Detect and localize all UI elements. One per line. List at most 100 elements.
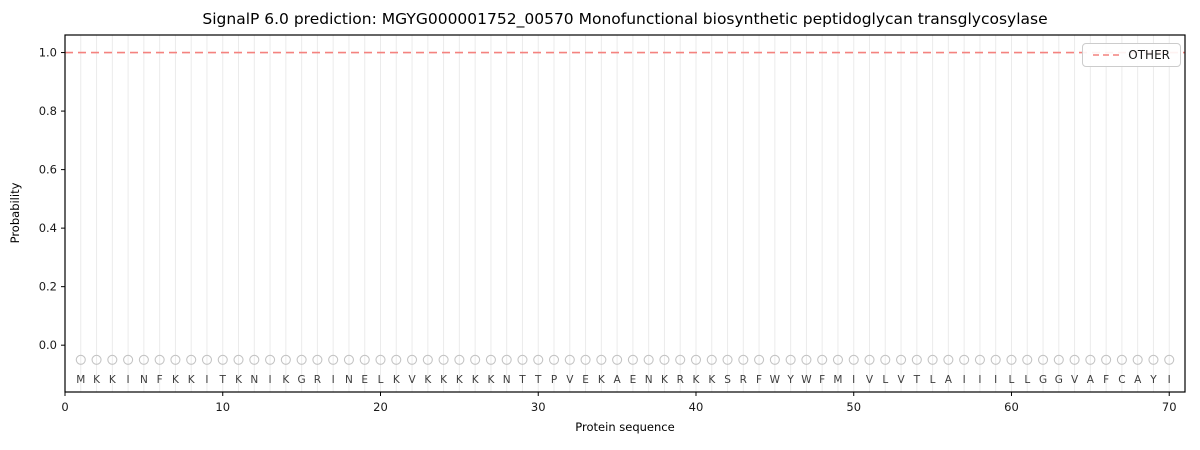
sequence-letter: I bbox=[978, 374, 981, 386]
sequence-letter: T bbox=[534, 374, 542, 386]
sequence-letter: K bbox=[661, 374, 669, 386]
residue-marker bbox=[186, 354, 197, 365]
residue-marker bbox=[864, 354, 875, 365]
sequence-letter: V bbox=[1071, 374, 1079, 386]
residue-marker bbox=[722, 354, 733, 365]
residue-marker bbox=[485, 354, 496, 365]
x-tick-label: 20 bbox=[373, 400, 388, 414]
residue-marker bbox=[375, 354, 386, 365]
sequence-letter: Y bbox=[786, 374, 794, 386]
residue-marker bbox=[1006, 354, 1017, 365]
sequence-letter: W bbox=[801, 374, 812, 386]
sequence-letter: V bbox=[897, 374, 905, 386]
sequence-letter: E bbox=[630, 374, 637, 386]
y-tick-label: 0.2 bbox=[39, 280, 57, 294]
residue-marker bbox=[1132, 354, 1143, 365]
sequence-letter: V bbox=[408, 374, 416, 386]
sequence-letter: F bbox=[157, 374, 163, 386]
residue-marker bbox=[848, 354, 859, 365]
residue-marker bbox=[896, 354, 907, 365]
residue-marker bbox=[154, 354, 165, 365]
residue-marker bbox=[343, 354, 354, 365]
sequence-letter: N bbox=[645, 374, 653, 386]
residue-marker bbox=[659, 354, 670, 365]
residue-marker bbox=[1022, 354, 1033, 365]
sequence-letter: I bbox=[963, 374, 966, 386]
residue-marker bbox=[1069, 354, 1080, 365]
residue-marker bbox=[769, 354, 780, 365]
sequence-letter: T bbox=[219, 374, 227, 386]
residue-marker bbox=[406, 354, 418, 365]
sequence-letter: R bbox=[740, 374, 747, 386]
sequence-letter: K bbox=[109, 374, 117, 386]
sequence-letter: K bbox=[172, 374, 180, 386]
sequence-letter: K bbox=[235, 374, 243, 386]
sequence-letter: G bbox=[1055, 374, 1063, 386]
residue-marker bbox=[517, 354, 528, 365]
y-tick-label: 0.0 bbox=[39, 338, 57, 352]
sequence-letter: R bbox=[314, 374, 321, 386]
sequence-letter: I bbox=[852, 374, 855, 386]
sequence-letter: I bbox=[994, 374, 997, 386]
y-tick-label: 0.4 bbox=[39, 221, 57, 235]
sequence-letter: K bbox=[472, 374, 480, 386]
sequence-letter: G bbox=[298, 374, 306, 386]
sequence-letter: I bbox=[205, 374, 208, 386]
residue-marker bbox=[959, 354, 970, 365]
sequence-letter: E bbox=[582, 374, 589, 386]
sequence-letter: K bbox=[282, 374, 290, 386]
residue-marker bbox=[911, 354, 922, 365]
sequence-letter: L bbox=[1024, 374, 1030, 386]
residue-marker bbox=[832, 354, 844, 365]
sequence-letter: L bbox=[1009, 374, 1015, 386]
y-tick-label: 0.8 bbox=[39, 104, 57, 118]
residue-marker bbox=[596, 354, 607, 365]
sequence-letter: K bbox=[598, 374, 606, 386]
residue-marker bbox=[249, 354, 260, 365]
sequence-letter: V bbox=[566, 374, 574, 386]
sequence-letter: L bbox=[882, 374, 888, 386]
y-tick-label: 0.6 bbox=[39, 163, 57, 177]
residue-marker bbox=[1053, 354, 1064, 365]
sequence-letter: N bbox=[140, 374, 148, 386]
sequence-letter: L bbox=[378, 374, 384, 386]
y-axis-label: Probability bbox=[8, 182, 22, 244]
residue-marker bbox=[422, 354, 433, 365]
chart-title: SignalP 6.0 prediction: MGYG000001752_00… bbox=[202, 10, 1048, 28]
sequence-letter: F bbox=[1103, 374, 1109, 386]
residue-marker bbox=[107, 354, 118, 365]
residue-marker bbox=[280, 354, 291, 365]
sequence-letter: K bbox=[487, 374, 495, 386]
sequence-letter: S bbox=[724, 374, 731, 386]
residue-marker bbox=[548, 354, 560, 365]
x-tick-label: 60 bbox=[1004, 400, 1019, 414]
residue-marker bbox=[123, 354, 134, 365]
sequence-letter: I bbox=[269, 374, 272, 386]
sequence-letter: K bbox=[188, 374, 196, 386]
residue-marker bbox=[201, 354, 213, 365]
sequence-letter: T bbox=[913, 374, 921, 386]
x-axis-label: Protein sequence bbox=[575, 420, 675, 434]
residue-marker bbox=[1101, 354, 1112, 365]
sequence-letter: Y bbox=[1149, 374, 1157, 386]
residue-marker bbox=[738, 354, 749, 365]
sequence-letter: K bbox=[693, 374, 701, 386]
residue-marker bbox=[438, 354, 449, 365]
sequence-letter: C bbox=[1118, 374, 1125, 386]
residue-marker bbox=[533, 354, 544, 365]
x-tick-label: 40 bbox=[689, 400, 704, 414]
legend-entry-other: OTHER bbox=[1128, 48, 1170, 62]
residue-marker bbox=[328, 354, 339, 365]
residue-marker bbox=[706, 354, 717, 365]
residue-marker bbox=[91, 354, 102, 365]
sequence-letter: N bbox=[345, 374, 353, 386]
legend: OTHER bbox=[1082, 43, 1181, 67]
residue-marker bbox=[943, 354, 954, 365]
sequence-letter: I bbox=[332, 374, 335, 386]
sequence-letter: K bbox=[456, 374, 464, 386]
sequence-letter: F bbox=[756, 374, 762, 386]
residue-marker bbox=[170, 354, 181, 365]
sequence-letter: I bbox=[127, 374, 130, 386]
residue-marker bbox=[990, 354, 1001, 365]
sequence-letter: W bbox=[770, 374, 781, 386]
